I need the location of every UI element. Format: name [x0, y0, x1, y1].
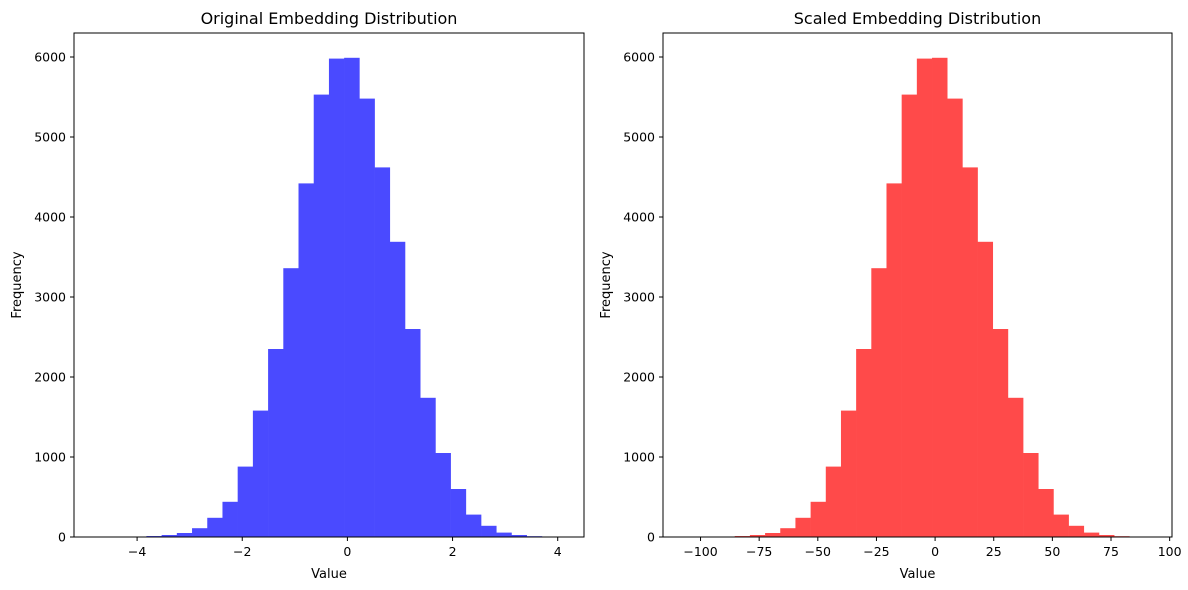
histogram-bar [192, 528, 208, 537]
histogram-bar [222, 501, 238, 537]
histogram-bar [932, 57, 948, 538]
y-tick-label: 1000 [34, 450, 66, 465]
histogram-bar [465, 514, 482, 537]
histogram-bar [1007, 397, 1024, 537]
y-axis: 0 1000 2000 3000 4000 5000 6000 [623, 50, 663, 545]
histogram-bar [1068, 525, 1085, 537]
x-tick-label: 0 [931, 544, 939, 559]
histogram-bar [947, 98, 963, 537]
histogram-bar [359, 98, 375, 537]
histogram-bar [420, 397, 436, 537]
histogram-bar [268, 349, 284, 537]
histogram-bar [765, 533, 781, 537]
histogram-bar [450, 489, 467, 537]
y-tick-label: 0 [647, 530, 655, 545]
x-tick-label: −2 [233, 544, 251, 559]
bar-series [674, 57, 1160, 538]
histogram-bar [901, 94, 918, 537]
x-tick-label: −50 [805, 544, 831, 559]
y-tick-label: 5000 [34, 130, 66, 145]
y-axis: 0 1000 2000 3000 4000 5000 6000 [34, 50, 74, 545]
x-tick-label: 2 [449, 544, 457, 559]
bar-series [85, 57, 573, 538]
x-tick-label: 25 [986, 544, 1002, 559]
histogram-bar [496, 532, 512, 537]
histogram-bar [1023, 453, 1039, 537]
histogram-bar [977, 241, 994, 538]
histogram-bar [389, 241, 406, 538]
histogram-bar [161, 535, 178, 537]
y-tick-label: 0 [58, 530, 66, 545]
y-axis-label: Frequency [10, 251, 25, 318]
x-axis-label: Value [311, 567, 347, 582]
histogram-bar [871, 268, 887, 537]
x-axis: −4 −2 0 2 4 [128, 537, 562, 559]
x-tick-label: 4 [554, 544, 562, 559]
x-axis-label: Value [900, 567, 936, 582]
x-tick-label: 50 [1044, 544, 1060, 559]
x-tick-label: 100 [1158, 544, 1182, 559]
chart-title: Scaled Embedding Distribution [794, 9, 1041, 28]
y-tick-label: 2000 [623, 370, 655, 385]
histogram-bar [344, 57, 360, 538]
chart-title: Original Embedding Distribution [201, 9, 458, 28]
x-tick-label: −100 [683, 544, 717, 559]
histogram-bar [916, 58, 933, 537]
x-tick-label: −75 [746, 544, 772, 559]
histogram-bar [481, 525, 497, 537]
histogram-bar [176, 533, 193, 537]
histogram-bar [795, 517, 811, 537]
y-tick-label: 4000 [623, 210, 655, 225]
histogram-bar [283, 268, 299, 537]
x-axis: −100 −75 −50 −25 0 25 50 75 100 [683, 537, 1182, 559]
histogram-bar [992, 329, 1009, 537]
histogram-bar [1038, 489, 1054, 537]
histogram-bar [435, 453, 451, 537]
histogram-bar [374, 167, 391, 537]
histogram-bar [749, 535, 766, 537]
y-tick-label: 6000 [623, 50, 655, 65]
y-tick-label: 3000 [623, 290, 655, 305]
histogram-bar [237, 466, 254, 537]
histogram-bar [511, 535, 527, 537]
histogram-bar [207, 517, 223, 537]
x-tick-label: −25 [863, 544, 889, 559]
y-tick-label: 1000 [623, 450, 655, 465]
plot-frame [73, 32, 585, 538]
histogram-bar [1098, 535, 1115, 537]
y-tick-label: 5000 [623, 130, 655, 145]
x-tick-label: −4 [128, 544, 146, 559]
histogram-bar [780, 528, 796, 537]
histogram-bar [856, 349, 872, 537]
histogram-bar [1053, 514, 1069, 537]
histogram-bar [328, 58, 345, 537]
histogram-bar [886, 183, 902, 537]
x-tick-label: 0 [343, 544, 351, 559]
plot-frame [662, 32, 1173, 538]
histogram-bar [810, 501, 827, 537]
histogram-bar [298, 183, 315, 537]
y-tick-label: 4000 [34, 210, 66, 225]
histogram-bar [404, 329, 421, 537]
histogram-bar [252, 410, 269, 537]
chart-scaled: Scaled Embedding Distribution −100 −75 −50… [599, 9, 1182, 582]
histogram-bar [825, 466, 842, 537]
y-axis-label: Frequency [599, 251, 614, 318]
y-tick-label: 6000 [34, 50, 66, 65]
histogram-bar [1083, 532, 1100, 537]
histogram-bar [962, 167, 978, 537]
y-tick-label: 2000 [34, 370, 66, 385]
x-tick-label: 75 [1103, 544, 1119, 559]
chart-original: Original Embedding Distribution −4 −2 0 2 4 … [10, 9, 585, 582]
y-tick-label: 3000 [34, 290, 66, 305]
histogram-bar [840, 410, 857, 537]
histogram-bar [313, 94, 330, 537]
